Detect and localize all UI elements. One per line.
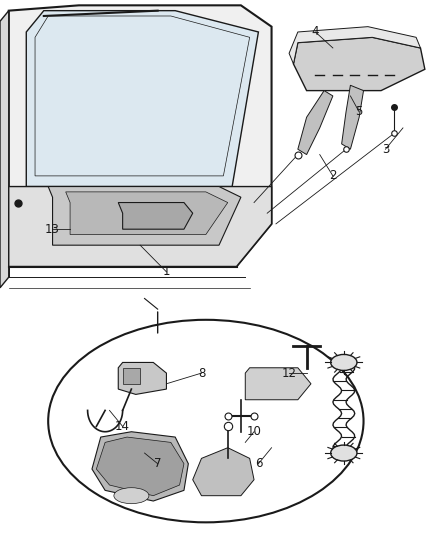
Ellipse shape <box>331 354 357 370</box>
Text: 12: 12 <box>282 367 297 379</box>
Text: 4: 4 <box>311 26 319 38</box>
Text: 1: 1 <box>162 265 170 278</box>
Polygon shape <box>123 368 140 384</box>
Text: 2: 2 <box>329 169 337 182</box>
Text: 7: 7 <box>154 457 162 470</box>
Polygon shape <box>245 368 311 400</box>
Polygon shape <box>289 27 420 64</box>
Polygon shape <box>92 432 188 501</box>
Polygon shape <box>48 187 241 245</box>
Ellipse shape <box>331 445 357 461</box>
Text: 6: 6 <box>254 457 262 470</box>
Polygon shape <box>0 11 9 288</box>
Text: 13: 13 <box>45 223 60 236</box>
Polygon shape <box>118 362 166 394</box>
Polygon shape <box>293 37 425 91</box>
Ellipse shape <box>48 320 364 522</box>
Polygon shape <box>66 192 228 235</box>
Polygon shape <box>9 187 272 266</box>
Polygon shape <box>96 437 184 496</box>
Ellipse shape <box>114 488 149 504</box>
Polygon shape <box>26 11 258 187</box>
Text: 8: 8 <box>198 367 205 379</box>
Polygon shape <box>118 203 193 229</box>
Polygon shape <box>193 448 254 496</box>
Text: 3: 3 <box>382 143 389 156</box>
Text: 5: 5 <box>356 106 363 118</box>
Text: 10: 10 <box>247 425 261 438</box>
Polygon shape <box>342 85 364 149</box>
Text: 14: 14 <box>115 420 130 433</box>
Polygon shape <box>9 5 272 277</box>
Polygon shape <box>298 91 333 155</box>
